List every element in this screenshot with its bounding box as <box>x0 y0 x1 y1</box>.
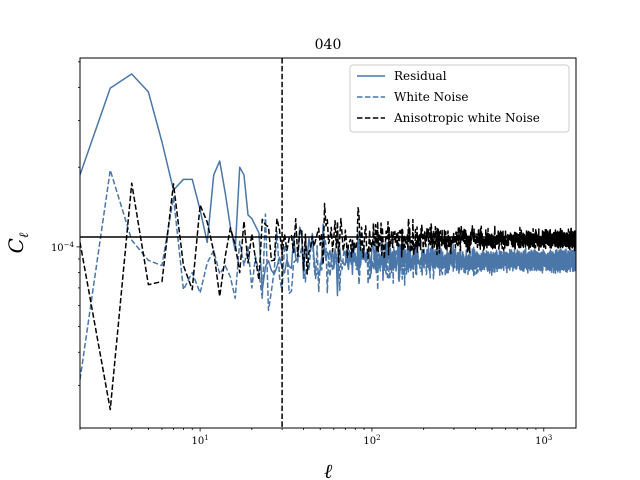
y-axis-label-subscript: ℓ <box>17 232 32 238</box>
legend-label-residual: Residual <box>394 69 447 83</box>
series-line-white-noise <box>80 169 576 380</box>
chart-title: 040 <box>315 37 342 53</box>
x-tick-label-exponent: 2 <box>376 434 380 442</box>
x-tick-label-exponent: 1 <box>204 434 208 442</box>
legend: Residual White Noise Anisotropic white N… <box>349 64 570 133</box>
x-tick-label: 101 <box>192 434 209 447</box>
x-tick-label: 102 <box>363 434 380 447</box>
x-tick-label-base: 10 <box>192 436 205 447</box>
legend-box <box>349 64 570 133</box>
x-tick-label-base: 10 <box>535 436 548 447</box>
x-tick-label: 103 <box>535 434 552 447</box>
y-axis-label-main: C <box>4 238 28 253</box>
y-tick-label: 10−4 <box>51 241 75 254</box>
x-tick-label-exponent: 3 <box>548 434 552 442</box>
legend-label-anisotropic: Anisotropic white Noise <box>393 111 540 125</box>
legend-label-white-noise: White Noise <box>394 90 468 104</box>
axes-frame <box>79 57 577 429</box>
y-tick-label-exponent: −4 <box>64 241 75 249</box>
y-tick-label-base: 10 <box>51 243 64 254</box>
x-axis-label: ℓ <box>324 459 333 480</box>
plot-area <box>80 58 576 428</box>
x-tick-label-base: 10 <box>363 436 376 447</box>
y-axis-label: Cℓ <box>4 232 32 253</box>
